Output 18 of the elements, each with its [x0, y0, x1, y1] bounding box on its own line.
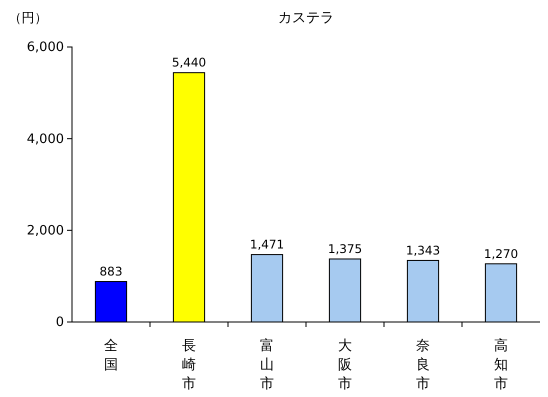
y-tick-label: 4,000 [26, 132, 64, 147]
data-label: 1,343 [406, 243, 440, 258]
y-tick-label: 0 [56, 315, 64, 330]
data-label: 883 [100, 264, 122, 279]
x-tick-label: 全国 [104, 338, 118, 373]
x-tick-label: 大阪市 [338, 338, 352, 392]
y-axis-title: （円） [8, 11, 48, 26]
data-label: 1,471 [250, 238, 284, 252]
data-label: 1,270 [484, 246, 518, 261]
x-tick-label: 長崎市 [182, 338, 196, 392]
y-tick-label: 2,000 [26, 223, 64, 238]
data-label: 1,375 [328, 242, 362, 256]
x-tick-label: 高知市 [494, 338, 508, 392]
y-tick-label: 6,000 [26, 40, 64, 56]
x-tick-label: 奈良市 [416, 338, 430, 392]
data-label: 5,440 [172, 56, 206, 70]
x-tick-label: 富山市 [260, 338, 274, 392]
chart-title: カステラ [278, 10, 334, 26]
